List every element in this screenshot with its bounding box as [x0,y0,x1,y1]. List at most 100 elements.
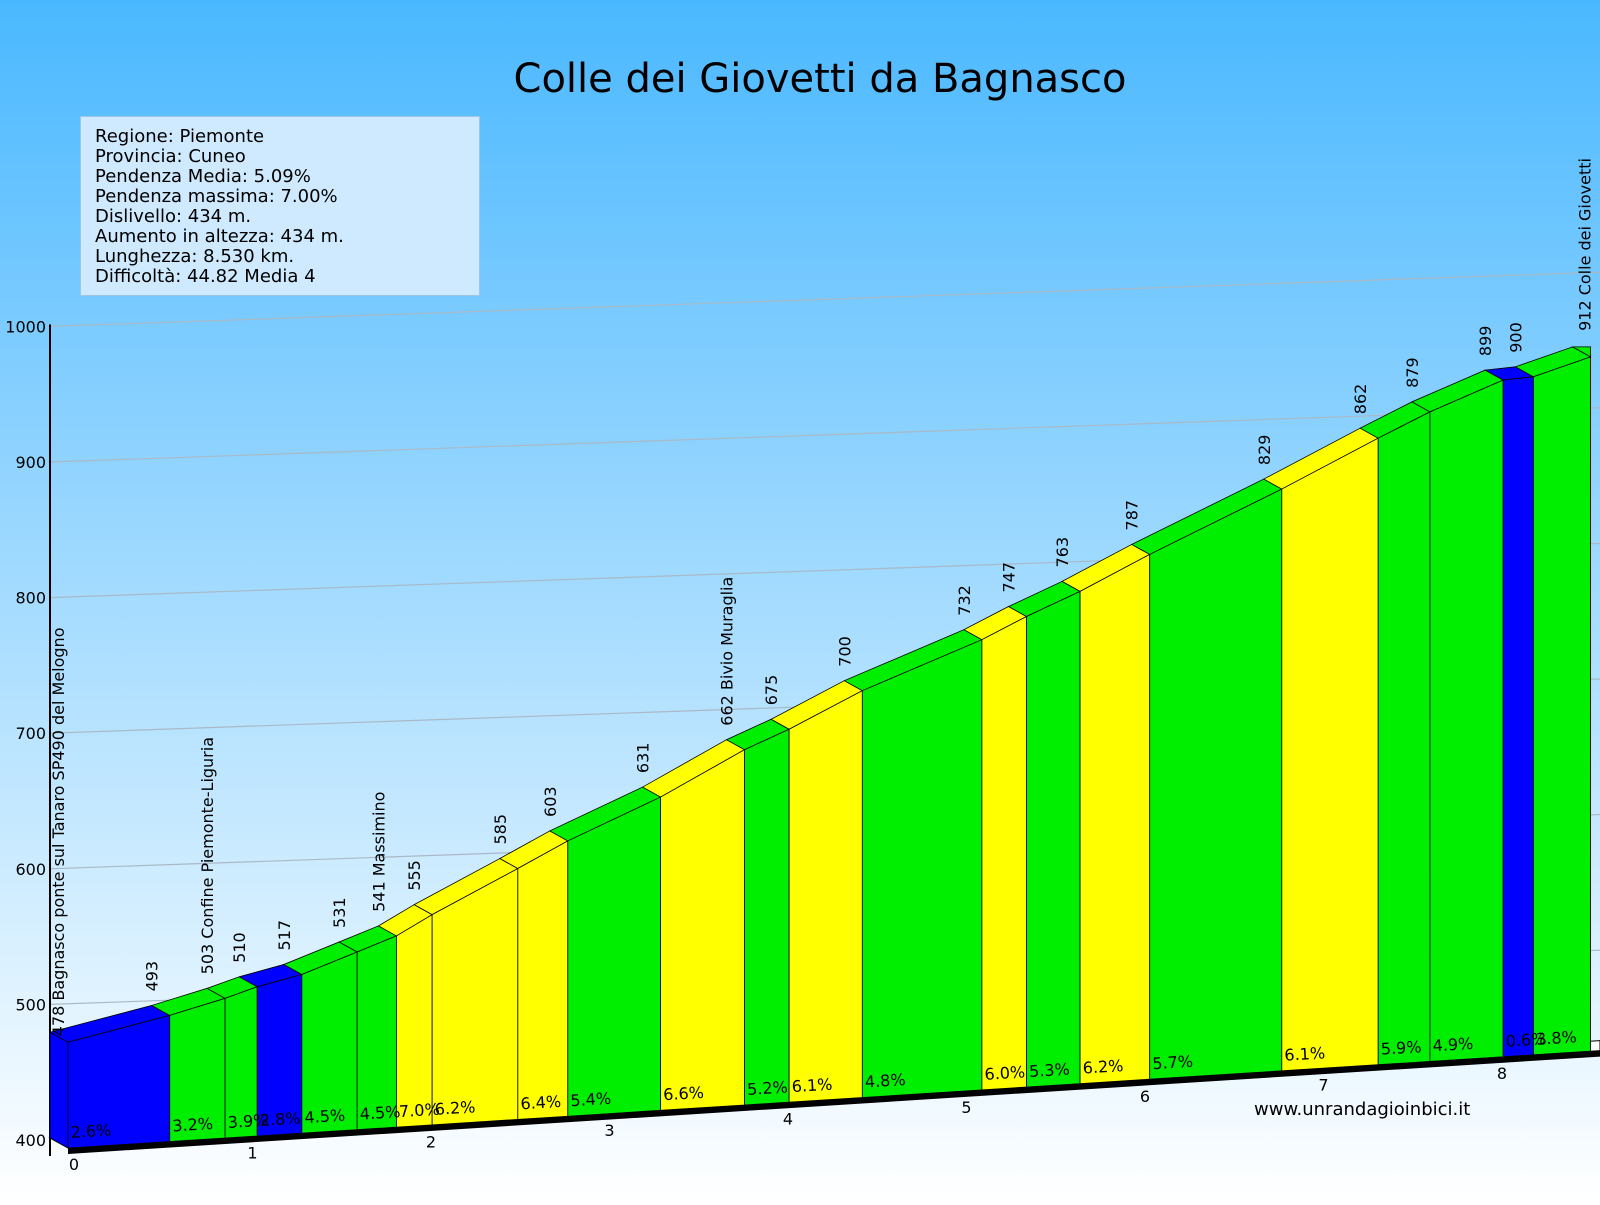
gradient-label: 4.8% [864,1070,906,1092]
altitude-label: 900 [1506,322,1525,353]
gradient-label: 5.3% [1029,1060,1071,1082]
gridline-900 [49,407,1600,463]
y-tick-label: 600 [15,860,46,879]
segment-bar [1149,488,1283,1080]
info-pendenza-media: Pendenza Media: 5.09% [95,166,311,187]
altitude-label: 478 Bagnasco ponte sul Tanaro SP490 del … [49,628,68,1037]
altitude-label: 862 [1351,384,1370,415]
info-pendenza-massima: Pendenza massima: 7.00% [95,186,338,207]
y-tick-label: 900 [15,453,46,472]
altitude-label: 531 [330,897,349,928]
y-tick-label: 500 [15,995,46,1014]
segment-bar [1429,379,1504,1062]
gridline-1000 [49,271,1600,327]
altitude-label: 787 [1123,500,1142,531]
x-tick-label: 0 [69,1155,79,1174]
altitude-label: 879 [1403,357,1422,388]
segment-bar [788,690,863,1103]
gradient-label: 5.4% [570,1089,612,1111]
y-tick-label: 700 [15,724,46,743]
y-tick-label: 800 [15,589,46,608]
segment-bar [744,728,790,1106]
segment-bar [1079,553,1151,1085]
segment-bar [567,796,662,1117]
altitude-label: 517 [275,920,294,951]
altitude-label: 585 [491,814,510,845]
altitude-label: 603 [541,786,560,817]
segment-bar [1377,411,1431,1066]
altitude-labels: 2.6% 3.2% 3.9%2.8% 4.5% 4.5%7.0%6.2% 6.4% 5.4%… [49,158,1595,1142]
info-difficolta: Difficoltà: 44.82 Media 4 [95,266,316,287]
info-dislivello: Dislivello: 434 m. [95,206,252,227]
altitude-label: 503 Confine Piemonte-Liguria [198,737,217,974]
gradient-label: 6.2% [434,1097,476,1119]
gradient-label: 5.9% [1380,1037,1422,1059]
x-axis: 0 1 2 3 4 5 6 7 8 [69,1064,1507,1174]
gradient-label: 6.1% [791,1075,833,1097]
altitude-label: 829 [1255,435,1274,466]
info-box: Regione: Piemonte Provincia: Cuneo Pende… [80,116,480,296]
segment-bar [356,935,397,1131]
gradient-label: 6.1% [1284,1043,1326,1065]
altitude-label: 631 [634,743,653,774]
website-credit: www.unrandagioinbici.it [1254,1099,1471,1120]
altitude-label: 700 [835,636,854,667]
x-tick-label: 5 [961,1098,971,1117]
gradient-label: 4.5% [304,1106,346,1128]
altitude-label: 510 [230,932,249,963]
gradient-label: 6.6% [663,1083,705,1105]
gradient-label: 5.2% [747,1077,789,1099]
segment-bar [396,913,433,1128]
altitude-label: 662 Bivio Muraglia [718,577,737,726]
segment-bar [1026,590,1081,1088]
segment-bar [861,639,983,1098]
x-tick-label: 1 [247,1144,257,1163]
altitude-label: 747 [1000,562,1019,593]
segment-bar [1281,437,1379,1072]
altitude-label: 555 [405,860,424,891]
gradient-label: 4.5% [359,1102,401,1124]
info-lunghezza: Lunghezza: 8.530 km. [95,246,295,267]
altitude-label: 541 Massimino [369,792,388,912]
gradient-label: 7.0% [398,1100,440,1122]
x-tick-label: 8 [1497,1064,1507,1083]
y-tick-label: 400 [15,1131,46,1150]
gradient-label: 5.7% [1152,1052,1194,1074]
segment-bar [1533,356,1592,1056]
segment-bar [981,615,1027,1091]
x-tick-label: 4 [783,1110,793,1129]
info-provincia: Provincia: Cuneo [95,146,246,167]
segment-bar [1502,376,1534,1058]
gradient-label: 2.8% [259,1108,301,1130]
altitude-label: 912 Colle dei Giovetti [1576,158,1595,331]
gradient-label: 6.2% [1082,1056,1124,1078]
altitude-label: 763 [1053,537,1072,568]
ground-strip [68,1050,1600,1154]
altitude-label: 899 [1476,326,1495,357]
x-tick-label: 3 [604,1121,614,1140]
info-aumento: Aumento in altezza: 434 m. [95,226,344,247]
gradient-label: 4.9% [1432,1034,1474,1056]
gradient-label: 0.6% [1505,1029,1547,1051]
altitude-label: 732 [955,585,974,616]
segment-bar [517,840,569,1120]
segment-bar [660,749,745,1111]
x-tick-label: 2 [426,1132,436,1151]
x-tick-label: 6 [1140,1087,1150,1106]
chart-title: Colle dei Giovetti da Bagnasco [514,56,1127,102]
gradient-label: 6.4% [520,1092,562,1114]
gradient-label: 3.9% [227,1110,269,1132]
altitude-label: 493 [143,961,162,992]
segment-side [49,1031,69,1149]
gradient-label: 3.2% [172,1114,214,1136]
profile-segments [48,346,1592,1149]
gradient-label: 3.8% [1536,1027,1578,1049]
segment-end [1571,346,1592,1052]
gradient-label: 6.0% [984,1062,1026,1084]
gradient-label: 2.6% [70,1120,112,1142]
y-tick-label: 1000 [5,317,46,336]
altitude-label: 675 [762,675,781,706]
y-axis: 400 500 600 700 800 900 1000 [5,317,51,1156]
